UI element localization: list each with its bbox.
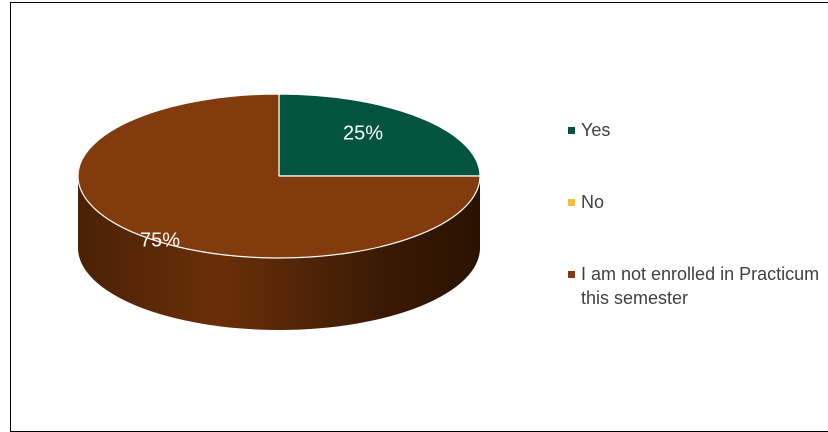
legend-item-yes: Yes — [568, 118, 821, 142]
legend-swatch-no — [568, 199, 575, 206]
pie-top — [77, 93, 481, 259]
legend-item-no: No — [568, 190, 821, 214]
pie-side-band — [78, 176, 480, 330]
legend-swatch-not-enrolled — [568, 271, 575, 278]
pie-slice-not-enrolled — [77, 93, 481, 259]
pie-slice-yes — [278, 93, 481, 177]
pie-side — [78, 176, 480, 330]
legend-label-no: No — [581, 192, 605, 212]
legend-label-not-enrolled: I am not enrolled in Practicum this seme… — [581, 264, 820, 308]
legend-swatch-yes — [568, 127, 575, 134]
pie-labels: 25% 75% — [140, 122, 383, 251]
legend-label-yes: Yes — [581, 120, 611, 140]
data-label-yes: 25% — [343, 122, 383, 144]
legend-item-not-enrolled: I am not enrolled in Practicum this seme… — [568, 262, 821, 310]
data-label-not-enrolled: 75% — [140, 229, 180, 251]
